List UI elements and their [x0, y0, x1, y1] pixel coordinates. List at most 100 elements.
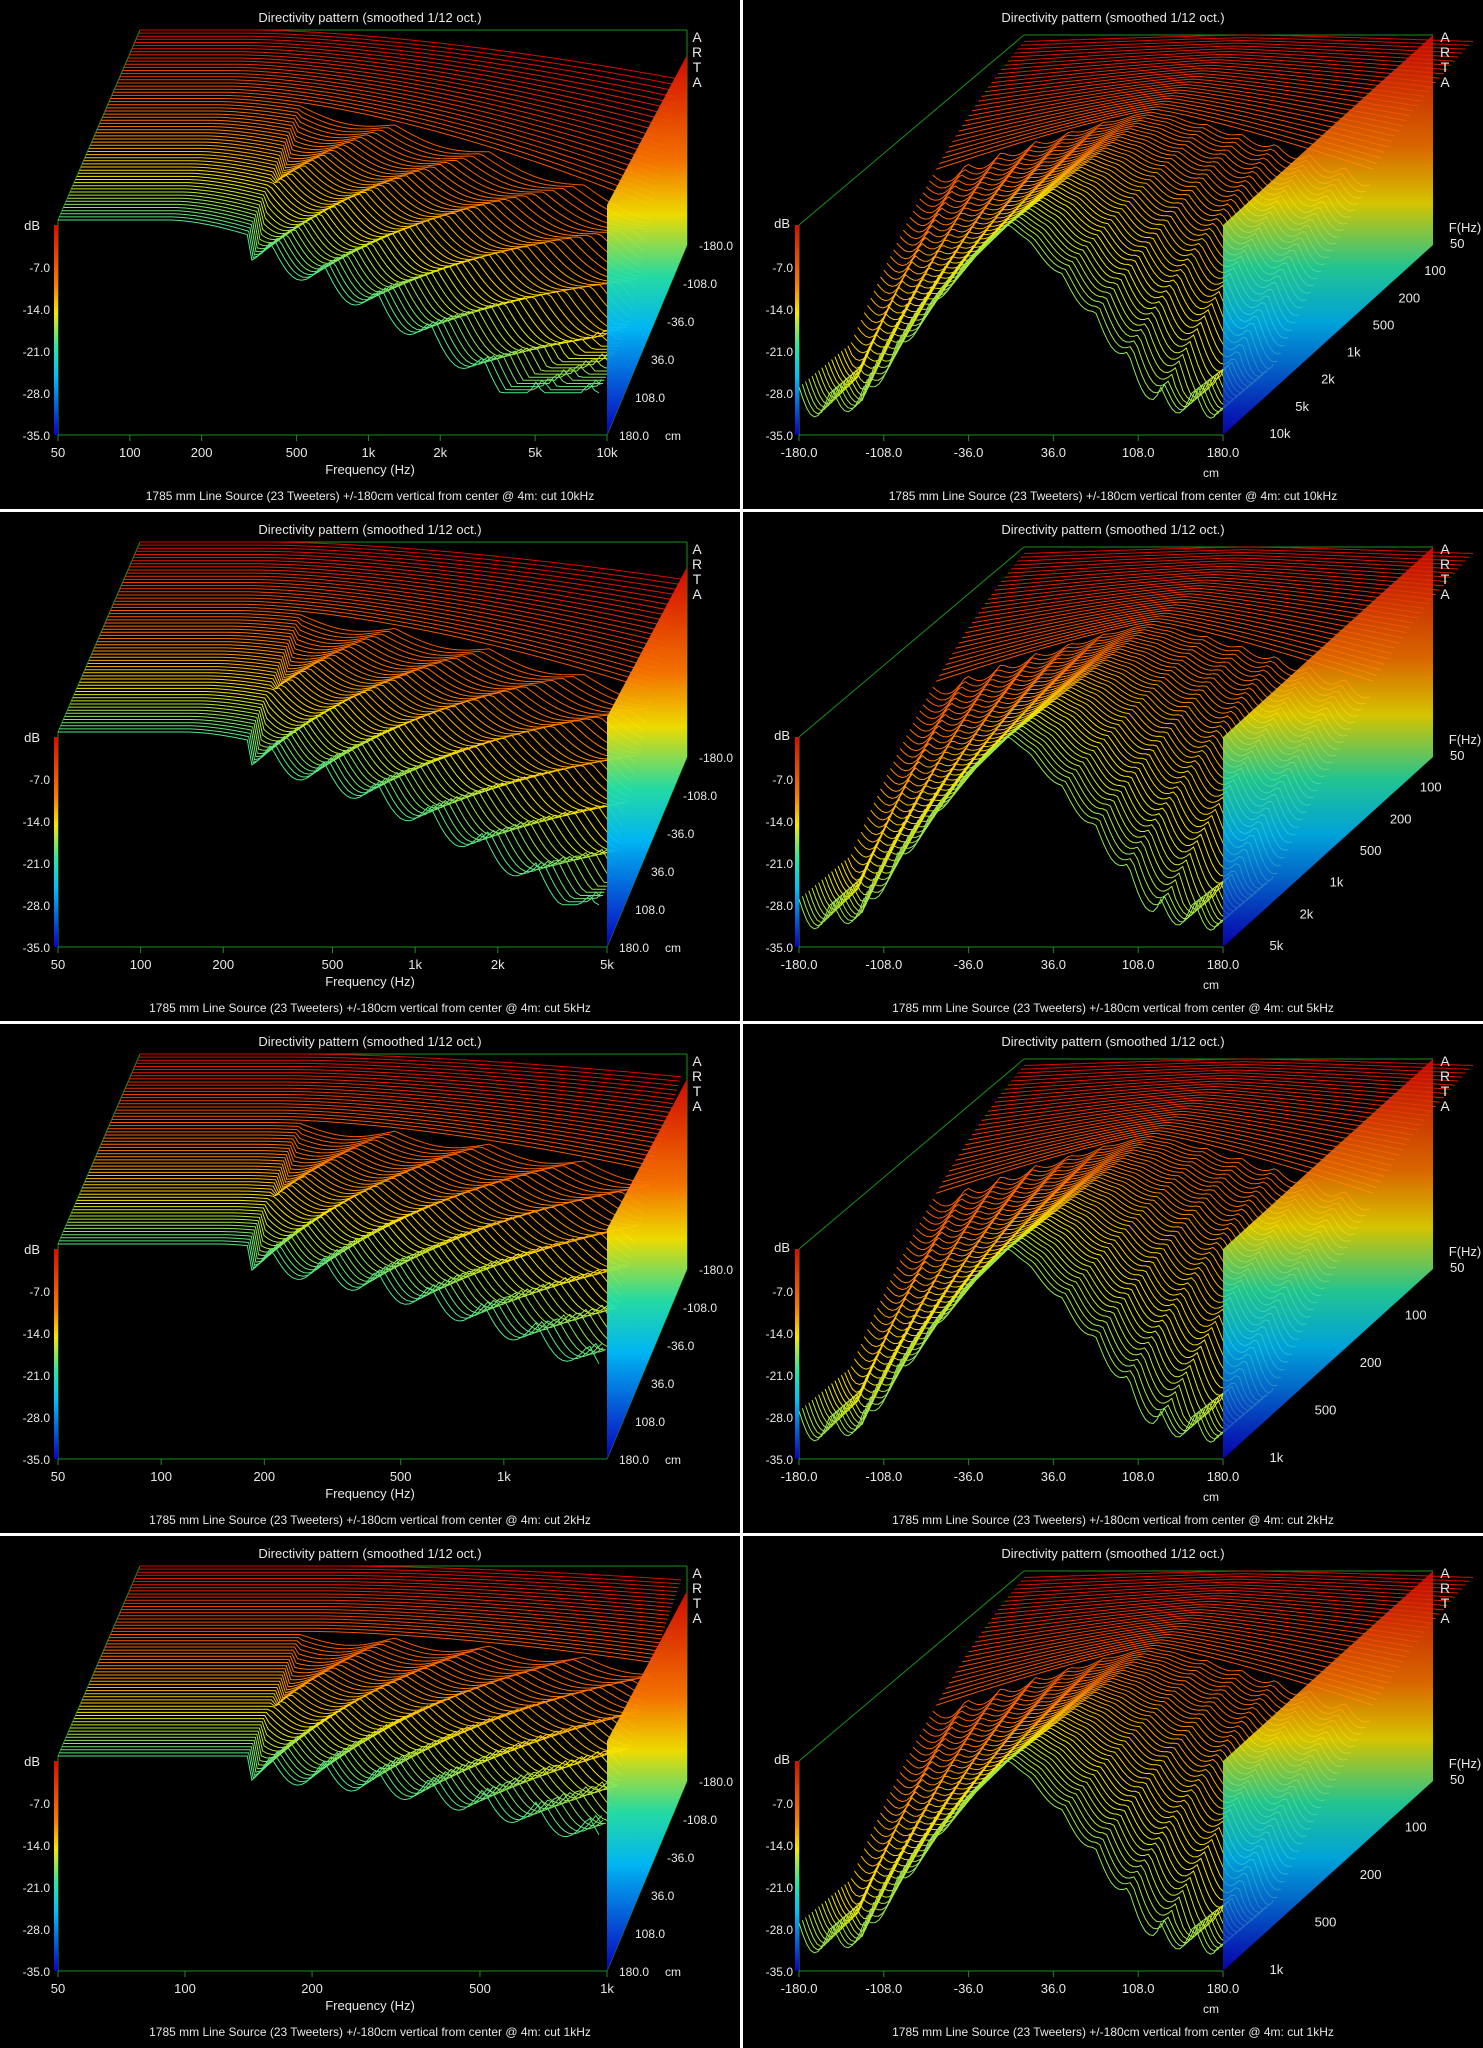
waterfall-trace — [945, 1124, 1385, 1177]
y-axis-label: dB — [24, 1242, 40, 1257]
waterfall-trace — [109, 613, 651, 707]
waterfall-trace — [99, 122, 641, 274]
waterfall-trace — [831, 708, 1256, 899]
waterfall-trace — [811, 725, 1234, 918]
waterfall-trace — [1023, 34, 1474, 42]
y-tick-label: -35.0 — [766, 429, 794, 443]
waterfall-trace — [850, 692, 1278, 875]
waterfall-trace — [801, 1245, 1223, 1440]
waterfall-trace — [79, 681, 621, 836]
z-axis-label: F(Hz) — [1449, 220, 1482, 235]
arta-logo-letter: T — [693, 59, 702, 75]
arta-logo-letter: A — [692, 74, 702, 90]
y-tick-label: -28.0 — [766, 387, 794, 401]
angle-tick-label: -108.0 — [683, 1301, 717, 1315]
waterfall-trace — [131, 560, 673, 612]
angle-tick-label: -180.0 — [699, 239, 733, 253]
waterfall-trace — [1004, 1074, 1451, 1090]
waterfall-trace — [113, 1115, 655, 1167]
waterfall-trace — [91, 1677, 633, 1736]
waterfall-trace — [834, 1730, 1260, 1920]
x-tick-label: -36.0 — [954, 1981, 984, 1996]
arta-logo-letter: A — [1440, 74, 1450, 90]
waterfall-traces — [58, 29, 682, 394]
x-tick-label: 500 — [469, 1981, 491, 1996]
z-axis-label: F(Hz) — [1449, 1756, 1482, 1771]
waterfall-trace — [955, 1116, 1396, 1161]
waterfall-trace — [101, 119, 643, 268]
arta-logo-letter: A — [692, 1053, 702, 1069]
directivity-chart: Directivity pattern (smoothed 1/12 oct.)… — [23, 10, 734, 503]
waterfall-trace — [988, 1600, 1433, 1624]
f-tick-label: 2k — [1321, 372, 1335, 387]
f-tick-label: 500 — [1373, 317, 1395, 332]
angle-tick-label: -108.0 — [683, 789, 717, 803]
waterfall-trace — [133, 1069, 675, 1100]
z-axis-label: F(Hz) — [1449, 1244, 1482, 1259]
waterfall-traces — [798, 546, 1474, 931]
waterfall-trace — [67, 197, 609, 372]
x-axis-label: cm — [1203, 1490, 1219, 1504]
f-tick-label: 1k — [1270, 1962, 1284, 1977]
waterfall-trace — [106, 619, 648, 714]
edge-colorband — [1223, 35, 1433, 435]
waterfall-trace — [76, 175, 618, 350]
waterfall-trace — [58, 731, 600, 906]
chart-caption: 1785 mm Line Source (23 Tweeters) +/-180… — [149, 1513, 591, 1527]
waterfall-trace — [952, 1119, 1392, 1167]
arta-logo-letter: A — [692, 586, 702, 602]
waterfall-trace — [1007, 560, 1455, 574]
y-tick-label: -28.0 — [23, 1923, 51, 1937]
arta-logo-letter: A — [1440, 586, 1450, 602]
waterfall-trace — [130, 1587, 672, 1608]
waterfall-trace — [814, 1746, 1237, 1939]
waterfall-trace — [137, 35, 679, 92]
waterfall-trace — [1017, 551, 1466, 562]
chart-title: Directivity pattern (smoothed 1/12 oct.) — [1001, 1034, 1224, 1049]
waterfall-trace — [82, 1187, 624, 1276]
angle-tick-label: 180.0 — [619, 1965, 649, 1979]
x-tick-label: 180.0 — [1207, 1469, 1240, 1484]
edge-colorband — [1223, 547, 1433, 947]
waterfall-trace — [981, 582, 1426, 609]
waterfall-trace — [74, 1206, 616, 1312]
waterfall-trace — [863, 169, 1293, 332]
arta-logo-letter: A — [692, 1610, 702, 1626]
y-tick-label: -35.0 — [23, 1965, 51, 1979]
angle-tick-label: -36.0 — [667, 827, 695, 841]
waterfall-trace — [94, 1159, 636, 1233]
waterfall-trace — [844, 1721, 1271, 1910]
waterfall-trace — [131, 1072, 673, 1105]
waterfall-trace — [101, 1143, 643, 1220]
angle-tick-label: 180.0 — [619, 429, 649, 443]
x-tick-label: 180.0 — [1207, 957, 1240, 972]
y-tick-label: -21.0 — [766, 1369, 794, 1383]
waterfall-trace — [840, 188, 1267, 378]
waterfall-trace — [78, 684, 620, 844]
waterfall-trace — [93, 1674, 635, 1728]
waterfall-trace — [123, 578, 666, 644]
f-tick-label: 200 — [1360, 1867, 1382, 1882]
angle-tick-label: 180.0 — [619, 1453, 649, 1467]
y-tick-label: -21.0 — [23, 1881, 51, 1895]
x-axis-label: Frequency (Hz) — [325, 974, 415, 989]
x-tick-label: 100 — [174, 1981, 196, 1996]
waterfall-trace — [854, 689, 1281, 867]
x-tick-label: -108.0 — [865, 1469, 902, 1484]
waterfall-trace — [109, 1125, 651, 1186]
waterfall-trace — [968, 1105, 1411, 1141]
waterfall-trace — [107, 616, 649, 709]
waterfall-trace — [110, 1634, 652, 1675]
directivity-panel-front-1kHz: Directivity pattern (smoothed 1/12 oct.)… — [0, 1536, 740, 2045]
x-tick-label: 2k — [433, 445, 447, 460]
waterfall-trace — [102, 1140, 644, 1214]
arta-logo-letter: T — [1441, 1083, 1450, 1099]
waterfall-trace — [939, 106, 1378, 165]
waterfall-trace — [86, 1178, 628, 1269]
waterfall-trace — [127, 569, 670, 628]
waterfall-trace — [58, 1243, 600, 1365]
waterfall-trace — [968, 1617, 1411, 1653]
waterfall-trace — [115, 85, 657, 189]
waterfall-trace — [821, 717, 1245, 909]
waterfall-trace — [808, 1752, 1230, 1946]
